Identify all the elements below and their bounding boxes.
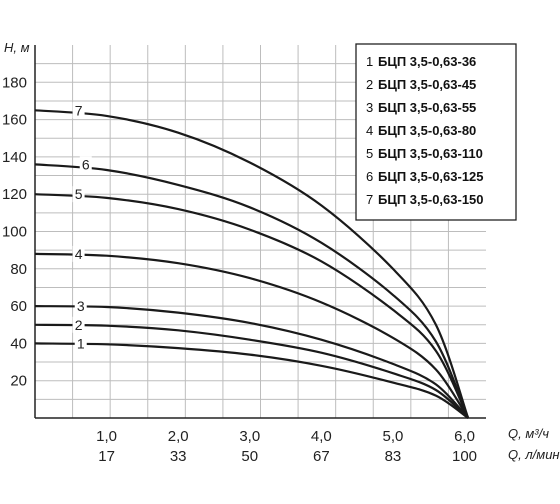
legend-items: 1 БЦП 3,5-0,63-36 2 БЦП 3,5-0,63-45 3 БЦП 3,5… [366,54,484,207]
curve-label-5: 5 [72,186,85,203]
curve-6 [34,163,470,419]
x-tick-label-secondary: 83 [385,448,402,465]
legend-item-number: 7 [366,192,373,207]
curve-label-text: 2 [75,317,83,333]
y-tick-label: 180 [2,74,27,91]
x-tick-label: 1,0 [96,428,117,445]
curve-label-text: 4 [75,246,83,262]
y-tick-label: 80 [10,261,27,278]
legend: 1 БЦП 3,5-0,63-36 2 БЦП 3,5-0,63-45 3 БЦП 3,5… [355,43,517,221]
legend-item-label: БЦП 3,5-0,63-80 [378,123,476,138]
legend-item-number: 2 [366,77,373,92]
legend-item-number: 3 [366,100,373,115]
legend-item-number: 5 [366,146,373,161]
curve-label-1: 1 [74,335,87,352]
legend-item-number: 4 [366,123,373,138]
x-tick-label-secondary: 50 [241,448,258,465]
x-axis-label-secondary: Q, л/мин [508,447,560,462]
axes [34,45,486,419]
x-tick-label: 3,0 [239,428,260,445]
curve-label-bg [72,316,85,333]
y-tick-label: 60 [10,298,27,315]
curve-4 [34,252,470,419]
curve-label-2: 2 [72,316,85,333]
curve-label-4: 4 [72,245,85,262]
curve-label-text: 6 [82,156,90,172]
curve-7 [34,109,470,419]
y-tick-label: 140 [2,149,27,166]
curve-label-text: 1 [77,335,85,351]
curve-label-text: 7 [75,102,83,118]
y-tick-label: 120 [2,186,27,203]
x-tick-label: 4,0 [311,428,332,445]
x-tick-label-secondary: 67 [313,448,330,465]
curve-label-bg [74,335,87,352]
legend-item-number: 1 [366,54,373,69]
curve-label-text: 5 [75,186,83,202]
x-tick-labels: 1,0 2,0 3,0 4,0 5,0 6,0 [96,428,475,445]
curve-label-bg [74,298,87,315]
x-tick-label: 6,0 [454,428,475,445]
x-tick-label-secondary: 33 [170,448,187,465]
legend-item-label: БЦП 3,5-0,63-125 [378,169,484,184]
y-tick-labels: 20 40 60 80 100 120 140 160 180 [2,74,27,389]
x-tick-label: 2,0 [168,428,189,445]
legend-box [355,43,517,221]
curve-label-bg [72,186,85,203]
curve-3 [34,305,469,419]
x-tick-labels-secondary: 17 33 50 67 83 100 [98,448,477,465]
x-tick-label: 5,0 [383,428,404,445]
y-axis-label: H, м [4,40,30,55]
curve-label-text: 3 [77,298,85,314]
curve-1 [34,342,469,419]
x-tick-label-secondary: 17 [98,448,115,465]
y-tick-label: 20 [10,373,27,390]
curve-label-bg [72,102,85,119]
x-axis-label: Q, м³/ч [508,426,549,441]
curves [34,109,470,419]
legend-item-label: БЦП 3,5-0,63-45 [378,77,476,92]
legend-item-label: БЦП 3,5-0,63-110 [378,146,483,161]
y-tick-label: 40 [10,335,27,352]
y-tick-label: 100 [2,224,27,241]
legend-item-label: БЦП 3,5-0,63-150 [378,192,484,207]
x-tick-label-secondary: 100 [452,448,477,465]
y-tick-label: 160 [2,112,27,129]
curve-label-6: 6 [79,156,92,173]
curve-label-bg [79,156,92,173]
curve-label-3: 3 [74,298,87,315]
curve-label-bg [72,245,85,262]
curve-label-7: 7 [72,102,85,119]
curve-2 [34,323,469,419]
legend-item-label: БЦП 3,5-0,63-36 [378,54,476,69]
legend-item-label: БЦП 3,5-0,63-55 [378,100,476,115]
curve-5 [34,193,470,419]
legend-item-number: 6 [366,169,373,184]
curve-number-labels: 1 2 3 4 5 6 7 [72,102,92,352]
